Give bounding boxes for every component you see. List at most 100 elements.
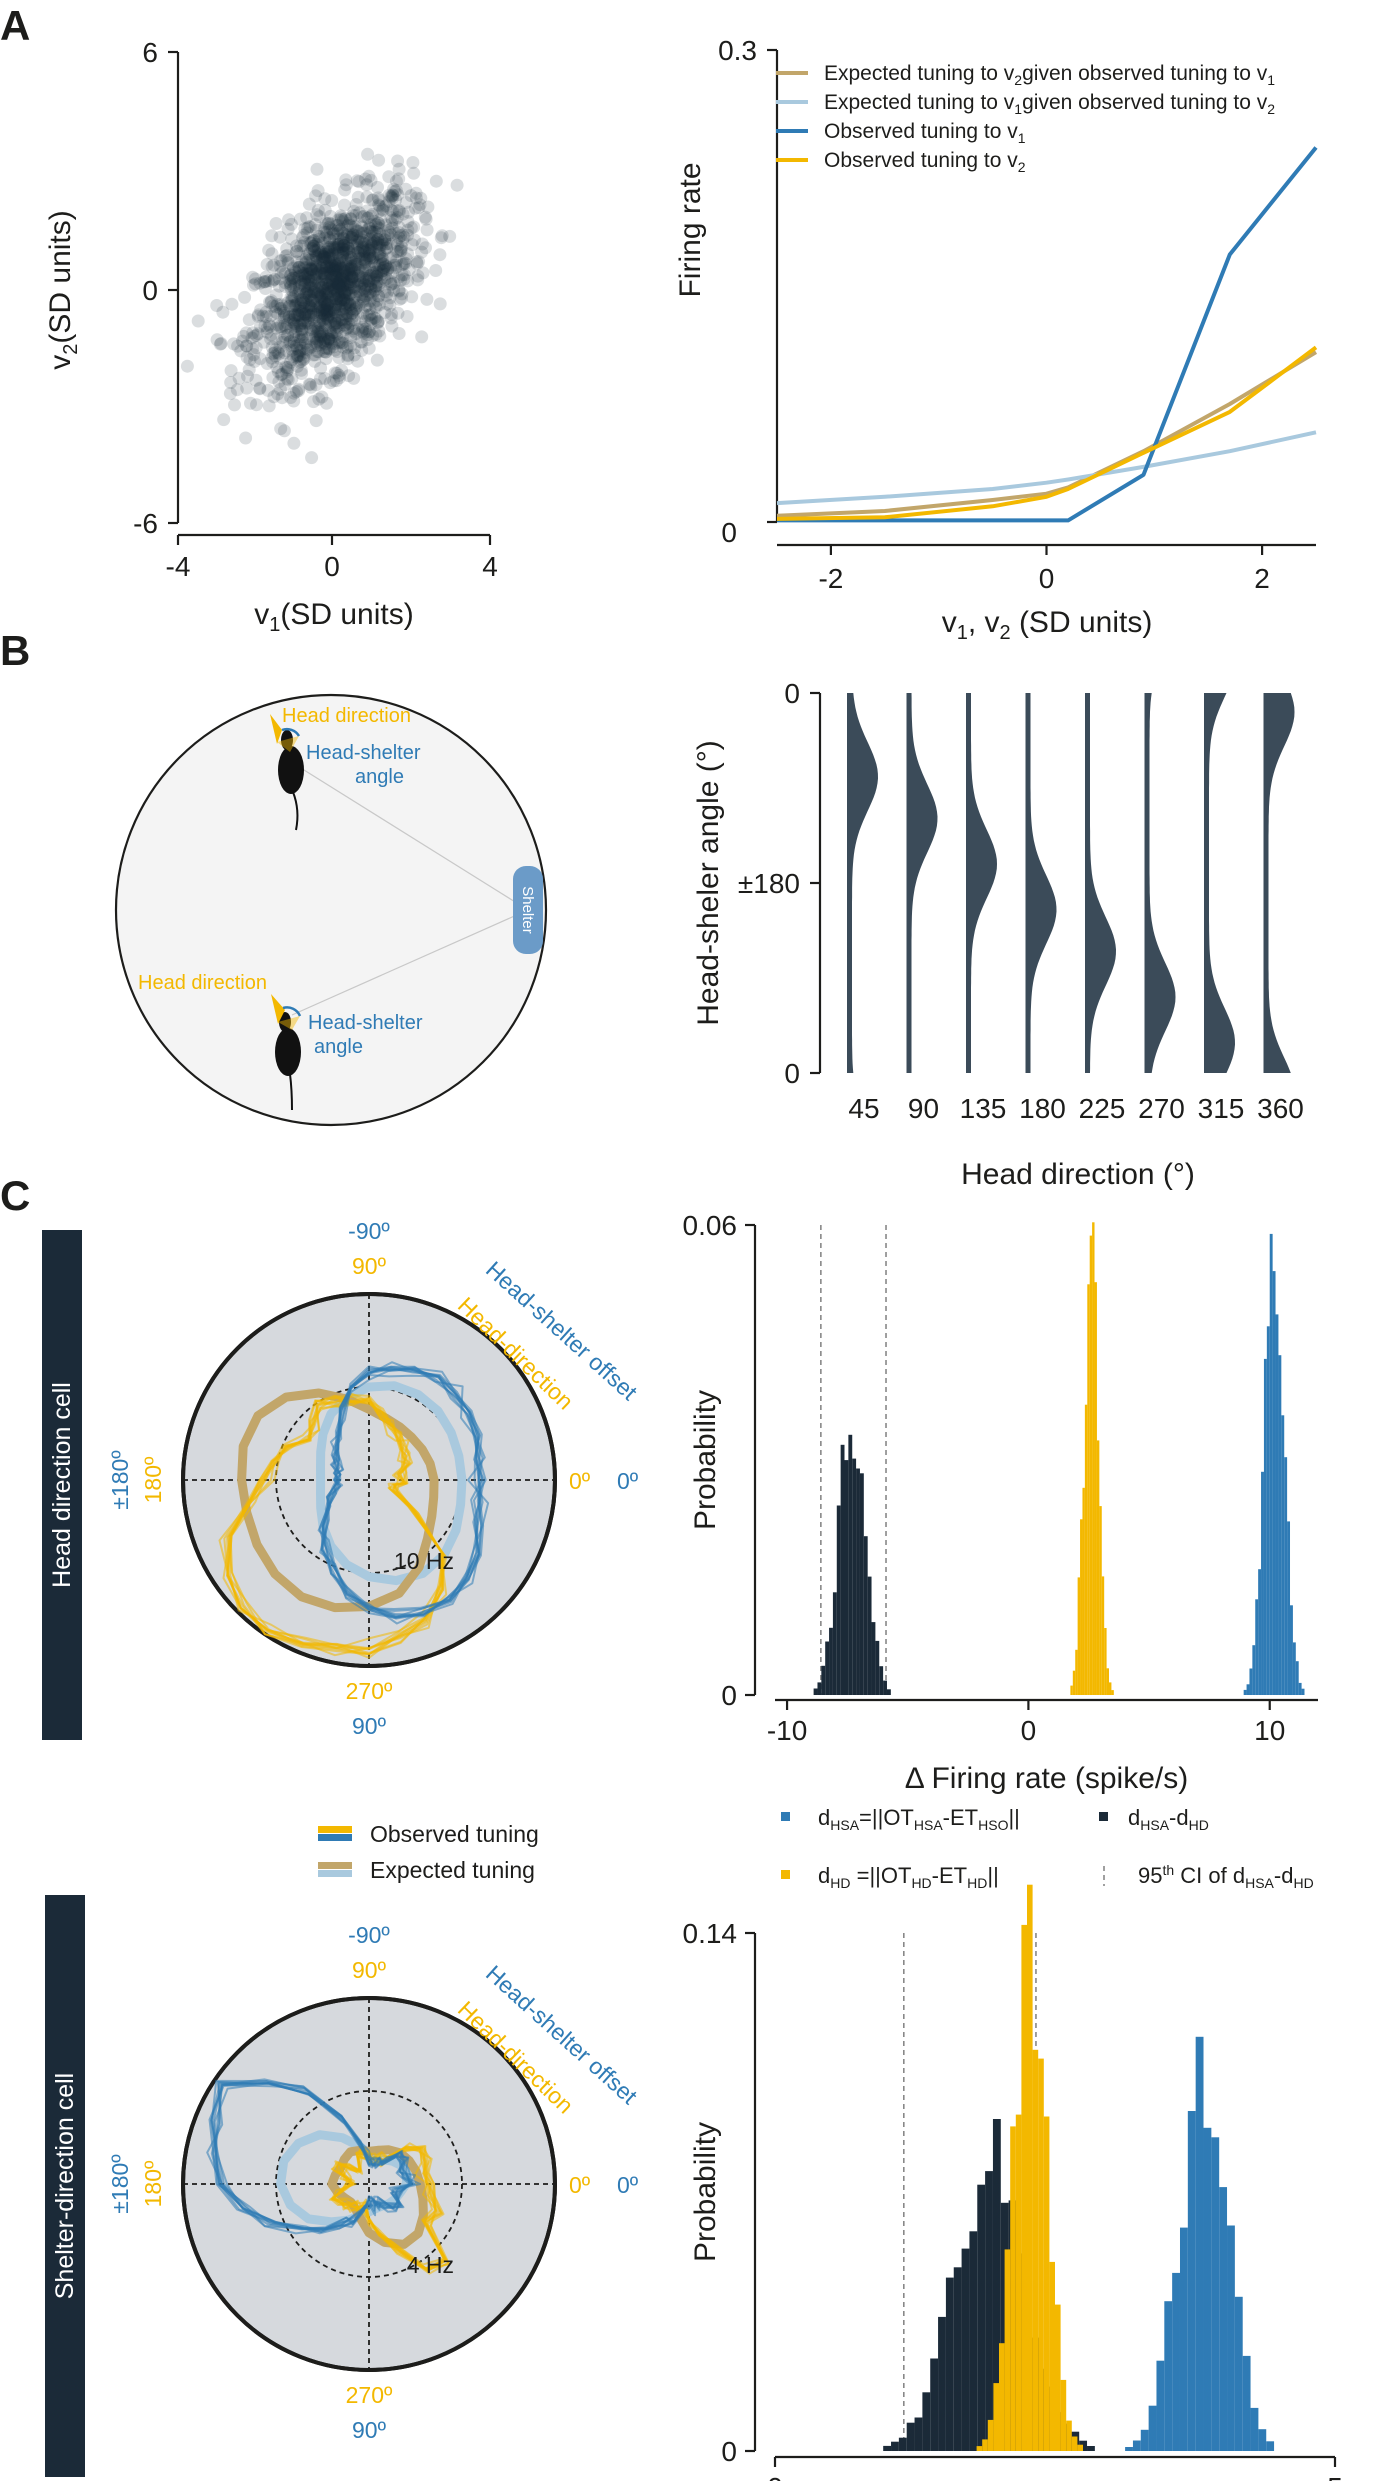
scatter-point [399, 252, 413, 266]
scatter-point [227, 337, 241, 351]
histogram-bar [1246, 1684, 1250, 1695]
scatter-point [289, 286, 303, 299]
scatter-point [298, 308, 312, 322]
scatter-point [323, 245, 337, 259]
histogram-bar [821, 1665, 826, 1695]
scatter-point [331, 238, 345, 252]
scatter-point [415, 245, 429, 259]
scatter-point [324, 310, 338, 324]
scatter-point [293, 343, 306, 357]
scatter-point [343, 230, 357, 244]
scatter-point [213, 337, 227, 351]
scatter-point [348, 302, 362, 316]
scatter-point [298, 276, 312, 290]
scatter-point [334, 272, 348, 286]
scatter-point [307, 395, 320, 409]
scatter-point [378, 230, 392, 244]
scatter-point [391, 188, 405, 202]
legend-dhsa: dHSA=||OTHSA-ETHSO|| [818, 1805, 1020, 1833]
scatter-point [305, 299, 319, 313]
scatter-point [305, 263, 319, 277]
scatter-point [365, 307, 379, 321]
histogram-bar [1132, 2440, 1141, 2451]
scatter-point [335, 265, 349, 279]
scatter-point [376, 236, 389, 249]
scatter-point [270, 321, 284, 335]
scatter-point [308, 272, 322, 286]
scatter-point [304, 308, 318, 322]
scatter-point [326, 325, 340, 339]
scatter-point [340, 309, 354, 323]
scatter-point [380, 297, 394, 311]
scatter-point [319, 286, 332, 300]
legend-sub: 2 [1267, 101, 1275, 117]
scatter-point [257, 335, 271, 349]
scatter-point [277, 304, 290, 318]
scatter-point [379, 218, 393, 232]
scatter-point [317, 293, 331, 307]
scatter-point [405, 290, 419, 304]
scatter-point [281, 328, 295, 342]
scatter-point [358, 252, 372, 265]
scatter-point [339, 309, 353, 323]
scatter-point [322, 240, 336, 254]
scatter-point [343, 263, 357, 277]
scatter-point [384, 211, 398, 225]
scatter-point [367, 295, 381, 309]
scatter-point [371, 232, 385, 246]
histogram-bar [961, 2248, 970, 2451]
scatter-point [317, 249, 330, 263]
polar-label-top-yellow: 90º [352, 1957, 387, 1983]
scatter-point [375, 272, 389, 285]
scatter-point [321, 298, 335, 312]
scatter-point [297, 295, 310, 309]
violin-shape [1085, 693, 1116, 1073]
scatter-point [336, 271, 350, 285]
histogram-bar [1104, 1628, 1107, 1695]
scatter-point [361, 242, 375, 256]
scatter-point [297, 273, 311, 287]
scatter-point [224, 364, 238, 378]
scatter-point [291, 309, 305, 323]
scatter-point [312, 303, 325, 316]
scatter-point [319, 216, 333, 230]
scatter-point [396, 207, 410, 221]
scatter-point [392, 284, 406, 298]
head-shelter-label: angle [314, 1036, 363, 1058]
scatter-point [324, 251, 338, 265]
scatter-point [336, 242, 350, 256]
scatter-point [342, 275, 356, 289]
scatter-point [350, 296, 364, 310]
scatter-point [339, 317, 353, 331]
scatter-point [355, 219, 369, 233]
scatter-point [341, 296, 355, 310]
scatter-point [346, 309, 360, 323]
scatter-point [290, 239, 304, 253]
scatter-point [397, 257, 411, 271]
scatter-point [328, 259, 342, 273]
scatter-point [318, 300, 331, 314]
violin-shape [847, 693, 878, 1073]
scatter-point [390, 211, 404, 224]
scatter-point [297, 296, 311, 309]
scatter-point [345, 229, 359, 243]
scatter-point [313, 328, 327, 342]
scatter-point [334, 209, 348, 223]
scatter-point [297, 228, 311, 242]
scatter-point [321, 274, 335, 288]
scatter-point [345, 270, 359, 284]
scatter-point [364, 280, 377, 294]
scatter-point [363, 225, 377, 239]
scatter-point [354, 244, 367, 258]
scatter-point [323, 231, 337, 245]
scatter-point [374, 268, 388, 282]
scatter-point [310, 250, 324, 264]
scatter-point [307, 332, 321, 346]
scatter-point [347, 263, 361, 277]
scatter-point [367, 255, 381, 269]
scatter-point [371, 316, 385, 330]
scatter-point [306, 299, 320, 313]
scatter-point [295, 327, 308, 341]
scatter-point [339, 254, 353, 268]
scatter-point [276, 333, 290, 347]
